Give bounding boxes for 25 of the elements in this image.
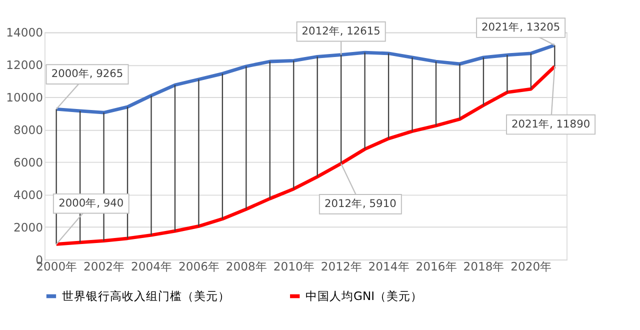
annotation: 2012年, 5910 bbox=[324, 197, 397, 210]
x-tick-label: 2002年 bbox=[84, 260, 126, 274]
y-tick-label: 2000 bbox=[14, 220, 44, 234]
annotation: 2021年, 11890 bbox=[511, 117, 590, 130]
y-tick-label: 8000 bbox=[14, 123, 44, 138]
y-tick-label: 6000 bbox=[14, 155, 44, 170]
annotation: 2021年, 13205 bbox=[482, 20, 560, 34]
y-tick-label: 12000 bbox=[6, 58, 44, 72]
x-tick-label: 2014年 bbox=[368, 260, 410, 274]
x-tick-label: 2018年 bbox=[463, 260, 505, 274]
x-tick-label: 2008年 bbox=[226, 260, 268, 274]
x-tick-label: 2010年 bbox=[273, 260, 315, 274]
y-tick-label: 4000 bbox=[14, 188, 44, 202]
annotation: 2000年, 9265 bbox=[51, 67, 124, 80]
x-tick-label: 2012年 bbox=[320, 260, 362, 274]
legend-label: 世界银行高收入组门槛（美元） bbox=[62, 289, 230, 304]
x-tick-label: 2004年 bbox=[130, 260, 172, 274]
x-tick-label: 2006年 bbox=[178, 260, 220, 274]
legend-label: 中国人均GNI（美元） bbox=[306, 289, 423, 304]
y-tick-label: 14000 bbox=[6, 26, 44, 40]
y-tick-label: 10000 bbox=[6, 90, 44, 105]
x-tick-label: 2020年 bbox=[510, 260, 552, 274]
annotation: 2012年, 12615 bbox=[302, 24, 380, 38]
x-tick-label: 2016年 bbox=[416, 260, 458, 274]
annotation: 2000年, 940 bbox=[58, 196, 124, 210]
